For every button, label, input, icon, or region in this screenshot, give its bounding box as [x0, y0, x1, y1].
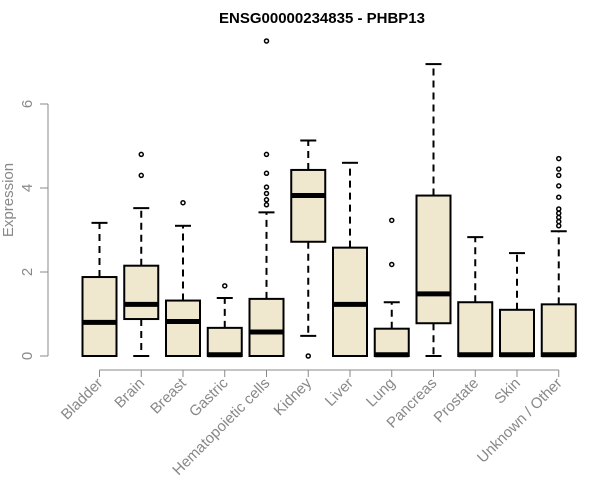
box-breast	[165, 199, 201, 357]
box-unknown-other	[540, 155, 577, 358]
outlier-point	[263, 38, 270, 44]
outlier-point	[556, 223, 562, 229]
outlier-point	[556, 194, 562, 200]
outlier-point	[180, 199, 186, 206]
chart-title: ENSG00000234835 - PHBP13	[219, 10, 425, 27]
box-hematopoietic-cells	[248, 38, 285, 358]
y-tick-label: 6	[19, 100, 36, 108]
box-prostate	[457, 236, 494, 358]
x-tick-label: Lung	[363, 375, 399, 411]
box-pancreas	[415, 63, 452, 357]
outlier-point	[556, 210, 562, 216]
boxes	[81, 38, 577, 359]
box-brain	[123, 151, 160, 357]
box-iqr	[540, 303, 577, 357]
x-tick-label: Liver	[322, 375, 357, 410]
outlier-point	[138, 151, 144, 158]
outlier-point	[556, 206, 562, 212]
x-tick-label: Prostate	[431, 375, 483, 427]
outlier-point	[263, 151, 270, 158]
outlier-point	[263, 202, 270, 208]
box-kidney	[290, 139, 327, 359]
y-tick-label: 4	[19, 184, 36, 192]
box-iqr	[123, 264, 160, 321]
y-tick-label: 0	[19, 352, 36, 360]
box-iqr	[332, 246, 368, 357]
outlier-point	[556, 214, 562, 221]
box-iqr	[290, 168, 327, 243]
box-skin	[499, 252, 535, 358]
x-tick-label: Breast	[147, 374, 190, 417]
outlier-point	[556, 166, 562, 172]
box-iqr	[81, 276, 118, 358]
outlier-point	[263, 170, 270, 177]
outlier-point	[556, 155, 562, 162]
y-axis: 0 2 4 6	[19, 100, 49, 360]
outlier-point	[556, 172, 562, 179]
x-tick-label: Brain	[111, 375, 148, 412]
box-lung	[373, 217, 410, 358]
x-tick-label: Skin	[491, 375, 524, 408]
outlier-point	[263, 190, 270, 197]
outlier-point	[556, 183, 562, 189]
box-iqr	[248, 297, 285, 358]
box-iqr	[499, 308, 535, 357]
outlier-point	[556, 218, 562, 225]
outlier-point	[389, 217, 395, 224]
box-iqr	[165, 299, 201, 357]
outlier-point	[389, 261, 395, 268]
box-iqr	[457, 301, 494, 357]
y-tick-label: 2	[19, 268, 36, 276]
y-axis-label: Expression	[0, 163, 17, 237]
x-tick-label: Kidney	[271, 374, 316, 419]
box-bladder	[81, 221, 118, 358]
outlier-point	[305, 353, 311, 359]
box-iqr	[415, 194, 452, 325]
outlier-point	[263, 197, 270, 203]
outlier-point	[138, 172, 144, 179]
box-iqr	[206, 326, 243, 357]
box-gastric	[206, 283, 243, 358]
outlier-point	[222, 283, 228, 289]
box-iqr	[373, 327, 410, 358]
outlier-point	[263, 184, 270, 190]
box-liver	[332, 161, 368, 357]
x-tick-label: Bladder	[58, 375, 107, 424]
